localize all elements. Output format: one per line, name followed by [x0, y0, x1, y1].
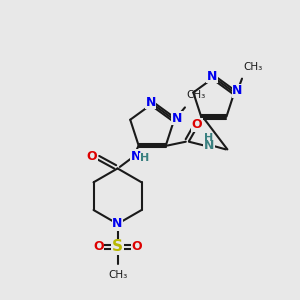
Text: N: N [172, 112, 182, 125]
Text: N: N [112, 218, 123, 230]
Text: CH₃: CH₃ [187, 91, 206, 100]
Text: N: N [131, 150, 141, 163]
Text: S: S [112, 239, 123, 254]
Text: H: H [204, 133, 214, 143]
Text: N: N [207, 70, 217, 83]
Text: O: O [131, 241, 142, 254]
Text: O: O [191, 118, 202, 131]
Text: N: N [146, 96, 156, 109]
Text: O: O [93, 241, 104, 254]
Text: H: H [140, 153, 149, 164]
Text: CH₃: CH₃ [108, 270, 127, 280]
Text: N: N [232, 84, 243, 98]
Text: O: O [87, 150, 98, 163]
Text: CH₃: CH₃ [244, 62, 263, 72]
Text: N: N [204, 139, 214, 152]
